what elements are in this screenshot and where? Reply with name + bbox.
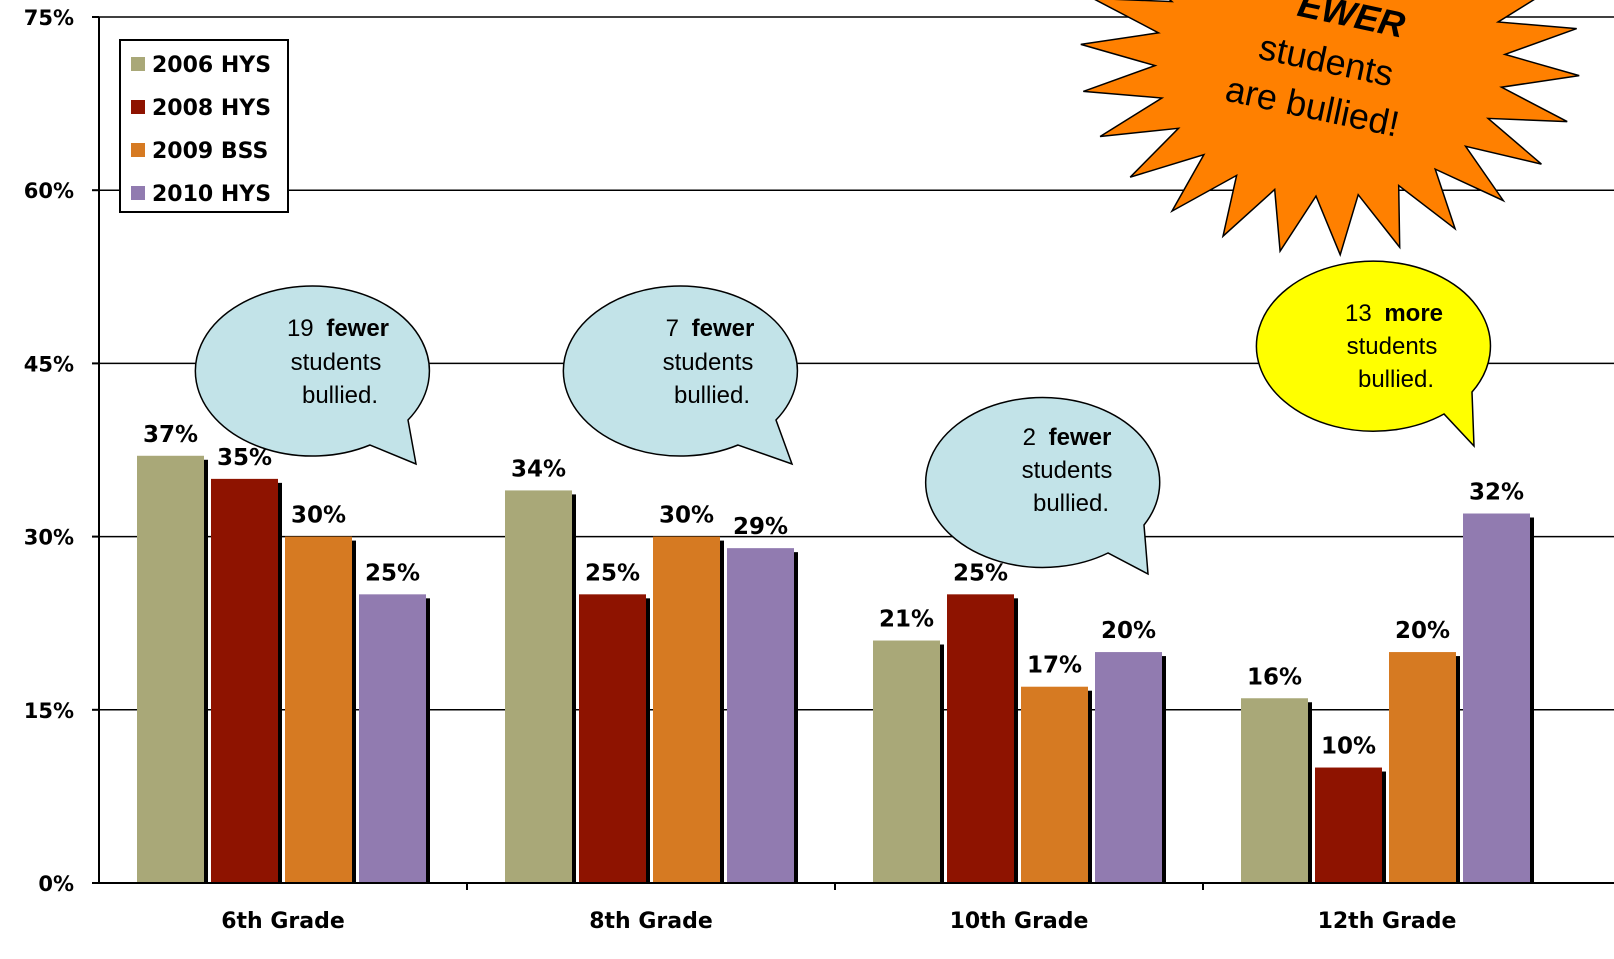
bar bbox=[1095, 652, 1162, 883]
callout-10th-grade: 2 fewer students bullied. bbox=[924, 396, 1161, 576]
callout-12th-grade: 13 more students bullied. bbox=[1255, 260, 1492, 448]
data-label: 34% bbox=[511, 456, 566, 482]
legend-label: 2006 HYS bbox=[152, 53, 271, 78]
legend-box bbox=[119, 39, 289, 213]
svg-text:7 fewer: 7 fewer bbox=[666, 315, 755, 342]
bar bbox=[211, 478, 278, 883]
legend-label: 2010 HYS bbox=[152, 182, 271, 207]
legend-swatch bbox=[131, 143, 145, 157]
callout-emphasis: fewer bbox=[326, 315, 389, 342]
data-labels: 37% 34% 21% 16% 35% 25% 25% 10% 30% 30% 17% 20% 25% 2… bbox=[143, 422, 1524, 760]
callout-line3: bullied. bbox=[1033, 490, 1109, 517]
speech-bubble-shape bbox=[562, 285, 799, 466]
bar bbox=[137, 455, 204, 883]
callout-line3: bullied. bbox=[302, 382, 378, 409]
data-label: 29% bbox=[733, 514, 788, 540]
y-tick-label: 75% bbox=[24, 6, 74, 30]
data-label: 17% bbox=[1027, 653, 1082, 679]
bar bbox=[579, 594, 646, 883]
callout-emphasis: fewer bbox=[692, 315, 755, 342]
x-axis-ticks bbox=[466, 883, 1204, 890]
data-label: 20% bbox=[1395, 618, 1450, 644]
category-label: 8th Grade bbox=[589, 909, 713, 934]
svg-text:13 more: 13 more bbox=[1345, 300, 1443, 327]
speech-bubble-shape bbox=[924, 396, 1161, 576]
data-label: 32% bbox=[1469, 480, 1524, 506]
y-tick-label: 15% bbox=[24, 699, 74, 723]
callout-line2: students bbox=[1347, 333, 1438, 360]
bar bbox=[1463, 513, 1530, 883]
bar bbox=[873, 640, 940, 883]
data-label: 20% bbox=[1101, 618, 1156, 644]
data-label: 35% bbox=[217, 445, 272, 471]
callout-number: 19 bbox=[287, 315, 314, 342]
callout-8th-grade: 7 fewer students bullied. bbox=[562, 285, 799, 466]
callout-6th-grade: 19 fewer students bullied. bbox=[194, 285, 431, 466]
callout-line2: students bbox=[291, 349, 382, 376]
callout-line2: students bbox=[1022, 457, 1113, 484]
category-label: 10th Grade bbox=[950, 909, 1089, 934]
bar bbox=[1021, 686, 1088, 883]
bar bbox=[505, 490, 572, 883]
data-label: 25% bbox=[585, 560, 640, 586]
y-tick-label: 30% bbox=[24, 526, 74, 550]
speech-bubble-shape bbox=[1255, 260, 1492, 448]
callout-emphasis: more bbox=[1384, 300, 1443, 327]
callout-line2: students bbox=[663, 349, 754, 376]
svg-text:2 fewer: 2 fewer bbox=[1023, 424, 1112, 451]
data-label: 30% bbox=[659, 503, 714, 529]
legend-label: 2008 HYS bbox=[152, 96, 271, 121]
svg-text:19 fewer: 19 fewer bbox=[287, 315, 389, 342]
data-label: 21% bbox=[879, 607, 934, 633]
bar bbox=[1315, 767, 1382, 883]
bar bbox=[1241, 698, 1308, 883]
data-label: 37% bbox=[143, 422, 198, 448]
bar bbox=[653, 536, 720, 883]
callout-number: 2 bbox=[1023, 424, 1036, 451]
data-label: 16% bbox=[1247, 664, 1302, 690]
callout-number: 13 bbox=[1345, 300, 1372, 327]
y-tick-label: 0% bbox=[38, 872, 74, 896]
legend: 2006 HYS 2008 HYS 2009 BSS 2010 HYS bbox=[119, 39, 289, 213]
starburst-shape bbox=[1080, 0, 1580, 258]
legend-swatch bbox=[131, 57, 145, 71]
bar bbox=[727, 548, 794, 883]
callout-emphasis: fewer bbox=[1049, 424, 1112, 451]
legend-swatch bbox=[131, 100, 145, 114]
callout-line3: bullied. bbox=[674, 382, 750, 409]
legend-swatch bbox=[131, 186, 145, 200]
bar bbox=[285, 536, 352, 883]
category-labels: 6th Grade 8th Grade 10th Grade 12th Grade bbox=[221, 909, 1456, 934]
data-label: 25% bbox=[365, 560, 420, 586]
callout-number: 7 bbox=[666, 315, 679, 342]
bars bbox=[137, 455, 1534, 883]
data-label: 30% bbox=[291, 503, 346, 529]
bar bbox=[947, 594, 1014, 883]
y-axis-ticks: 0% 15% 30% 45% 60% 75% bbox=[24, 6, 99, 896]
y-tick-label: 45% bbox=[24, 352, 74, 376]
data-label: 10% bbox=[1321, 734, 1376, 760]
bar bbox=[1389, 652, 1456, 883]
callout-line3: bullied. bbox=[1358, 366, 1434, 393]
speech-bubble-shape bbox=[194, 285, 431, 466]
y-tick-label: 60% bbox=[24, 179, 74, 203]
category-label: 12th Grade bbox=[1318, 909, 1457, 934]
legend-label: 2009 BSS bbox=[152, 139, 268, 164]
data-label: 25% bbox=[953, 560, 1008, 586]
category-label: 6th Grade bbox=[221, 909, 345, 934]
bar bbox=[359, 594, 426, 883]
starburst-callout: EWER students are bullied! bbox=[1080, 0, 1580, 258]
